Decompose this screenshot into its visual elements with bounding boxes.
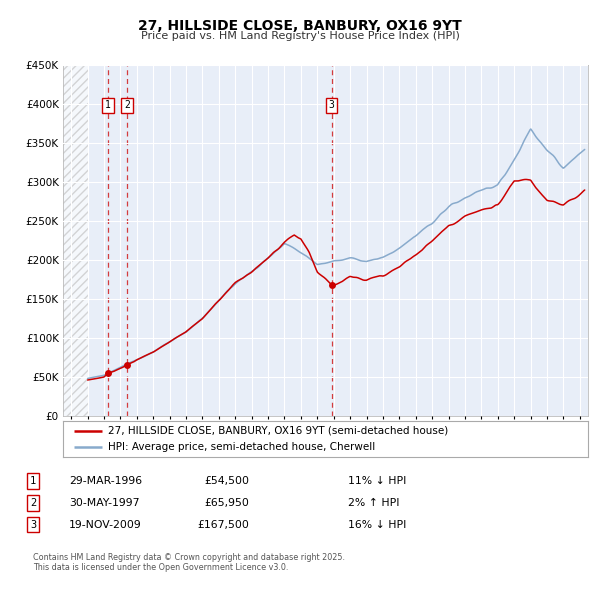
- Text: 19-NOV-2009: 19-NOV-2009: [69, 520, 142, 529]
- Text: £54,500: £54,500: [204, 476, 249, 486]
- Text: £167,500: £167,500: [197, 520, 249, 529]
- Bar: [63, 65, 88, 416]
- Text: 11% ↓ HPI: 11% ↓ HPI: [348, 476, 406, 486]
- Text: 30-MAY-1997: 30-MAY-1997: [69, 498, 139, 507]
- Text: Contains HM Land Registry data © Crown copyright and database right 2025.: Contains HM Land Registry data © Crown c…: [33, 553, 345, 562]
- Text: £65,950: £65,950: [204, 498, 249, 507]
- Text: 3: 3: [329, 100, 335, 110]
- Text: 3: 3: [30, 520, 36, 529]
- Text: 2: 2: [124, 100, 130, 110]
- Text: 27, HILLSIDE CLOSE, BANBURY, OX16 9YT: 27, HILLSIDE CLOSE, BANBURY, OX16 9YT: [138, 19, 462, 33]
- Text: 29-MAR-1996: 29-MAR-1996: [69, 476, 142, 486]
- Text: This data is licensed under the Open Government Licence v3.0.: This data is licensed under the Open Gov…: [33, 563, 289, 572]
- Text: 2: 2: [30, 498, 36, 507]
- Text: HPI: Average price, semi-detached house, Cherwell: HPI: Average price, semi-detached house,…: [107, 442, 375, 453]
- Text: 1: 1: [30, 476, 36, 486]
- Text: 1: 1: [105, 100, 111, 110]
- Text: 2% ↑ HPI: 2% ↑ HPI: [348, 498, 400, 507]
- Text: 16% ↓ HPI: 16% ↓ HPI: [348, 520, 406, 529]
- Text: 27, HILLSIDE CLOSE, BANBURY, OX16 9YT (semi-detached house): 27, HILLSIDE CLOSE, BANBURY, OX16 9YT (s…: [107, 425, 448, 435]
- Text: Price paid vs. HM Land Registry's House Price Index (HPI): Price paid vs. HM Land Registry's House …: [140, 31, 460, 41]
